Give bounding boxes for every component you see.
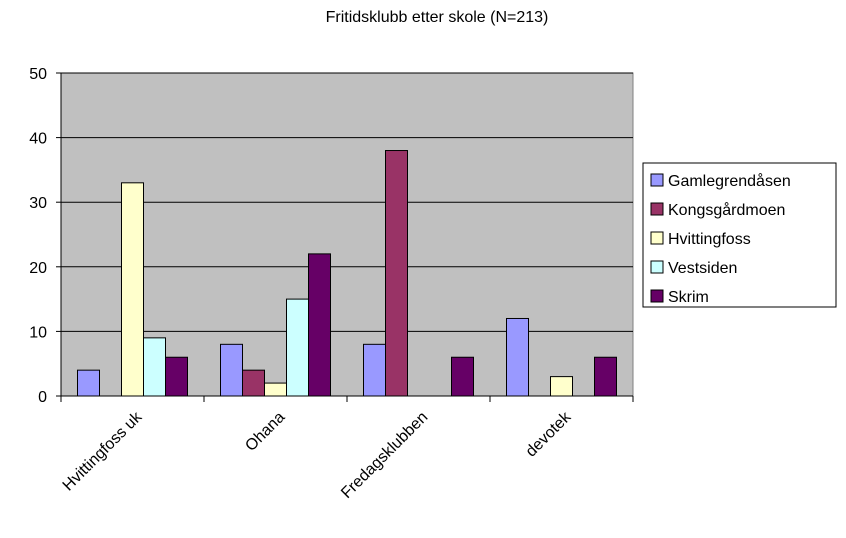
x-tick-label: Fredagsklubben [338, 409, 431, 502]
bar [264, 382, 287, 397]
x-tick-label: devotek [523, 408, 575, 460]
bar [550, 376, 573, 397]
bar [451, 356, 474, 397]
legend-label: Hvittingfoss [668, 231, 751, 248]
x-tick-label: Ohana [242, 409, 288, 455]
y-tick-label: 40 [29, 131, 47, 148]
bar [308, 253, 331, 397]
y-tick-label: 10 [29, 324, 47, 341]
bar [363, 343, 386, 397]
bar [143, 337, 166, 397]
legend-swatch [650, 173, 664, 187]
legend-label: Skrim [668, 289, 709, 306]
bar [220, 343, 243, 397]
y-tick-label: 20 [29, 260, 47, 277]
legend-label: Gamlegrendåsen [668, 172, 791, 190]
legend-label: Vestsiden [668, 260, 737, 277]
plot-area: 0 10 20 30 40 50 Hvittingfoss uk Ohana Fredagskl… [29, 66, 634, 502]
legend-swatch [650, 260, 664, 274]
legend-swatch [650, 289, 664, 303]
bar [286, 298, 309, 397]
bar [594, 356, 617, 397]
y-tick-label: 0 [38, 389, 47, 406]
y-tick-label: 30 [29, 195, 47, 212]
legend: Gamlegrendåsen Kongsgårdmoen Hvittingfoss V… [642, 162, 837, 308]
bar [385, 150, 408, 397]
bar [165, 356, 188, 397]
y-tick-label: 50 [29, 66, 47, 83]
bar [121, 182, 144, 397]
legend-swatch [650, 202, 664, 216]
bar [77, 369, 100, 397]
legend-label: Kongsgårdmoen [668, 201, 785, 219]
bar [242, 369, 265, 397]
bar [506, 317, 529, 397]
chart-title: Fritidsklubb etter skole (N=213) [326, 9, 549, 26]
legend-box [642, 162, 837, 308]
x-tick-label: Hvittingfoss uk [60, 408, 146, 494]
legend-swatch [650, 231, 664, 245]
